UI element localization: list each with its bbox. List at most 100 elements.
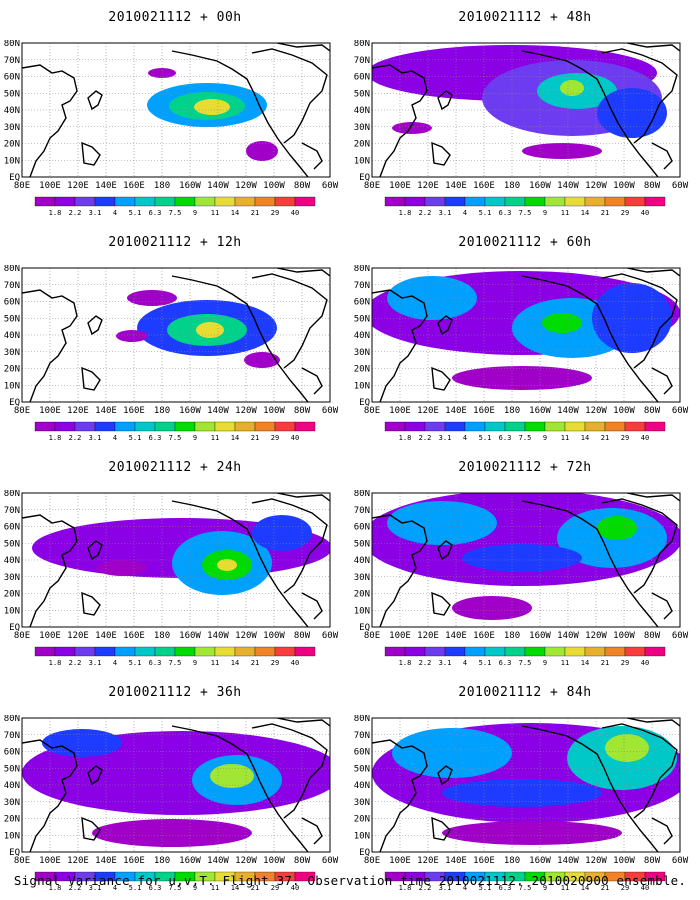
- lat-label: 10N: [354, 381, 370, 391]
- lat-label: 80N: [354, 265, 370, 274]
- lon-label: 120E: [417, 631, 439, 641]
- legend-swatch: [624, 421, 646, 432]
- coastline: [171, 275, 309, 402]
- legend-label: 7.5: [169, 209, 182, 217]
- lon-label: 120E: [417, 856, 439, 866]
- legend-swatch: [464, 421, 486, 432]
- lat-label: 60N: [354, 748, 370, 758]
- lon-label: 160W: [529, 406, 551, 416]
- lon-label: 80W: [294, 406, 311, 416]
- coastline: [651, 592, 673, 620]
- variance-contour: [92, 819, 252, 847]
- legend-swatch: [254, 421, 276, 432]
- legend-swatch: [404, 196, 426, 207]
- lon-label: 80W: [644, 631, 661, 641]
- coastline: [301, 817, 323, 845]
- lon-label: 140E: [445, 406, 467, 416]
- legend-label: 3.1: [439, 659, 452, 667]
- lat-label: 60N: [4, 523, 20, 533]
- lat-label: 30N: [354, 348, 370, 358]
- lat-label: 20N: [4, 815, 20, 825]
- lat-label: 30N: [4, 348, 20, 358]
- legend-label: 4: [113, 434, 117, 442]
- lon-label: 160E: [473, 631, 495, 641]
- legend-label: 9: [543, 209, 547, 217]
- lon-label: 60W: [322, 856, 339, 866]
- lon-label: 80E: [14, 631, 30, 641]
- legend-label: 14: [581, 884, 589, 892]
- coastline: [626, 268, 680, 277]
- legend-label: 4: [113, 659, 117, 667]
- lon-label: 180: [504, 856, 520, 866]
- lon-label: 160W: [529, 181, 551, 191]
- legend-label: 4: [463, 659, 467, 667]
- lon-label: 140E: [95, 181, 117, 191]
- legend-swatch: [154, 421, 176, 432]
- legend-swatch: [54, 646, 76, 657]
- legend-label: 40: [291, 209, 299, 217]
- coastline: [22, 739, 78, 852]
- legend-label: 3.1: [439, 884, 452, 892]
- lon-label: 60W: [672, 631, 689, 641]
- lat-label: 30N: [354, 798, 370, 808]
- legend-label: 4: [113, 884, 117, 892]
- lat-label: 40N: [4, 106, 20, 116]
- legend-label: 40: [291, 884, 299, 892]
- legend-swatch: [274, 646, 296, 657]
- legend-swatch: [254, 646, 276, 657]
- coastline: [651, 817, 673, 845]
- map-panel: 2010021112 + 48h 80N 70N 60N 50N 40N 30N 20N 10N…: [350, 0, 700, 225]
- lon-label: 180: [154, 631, 170, 641]
- legend-label: 5.1: [479, 884, 492, 892]
- legend-swatch: [234, 421, 256, 432]
- legend-swatch: [294, 646, 316, 657]
- lat-label: 50N: [4, 764, 20, 774]
- legend-label: 21: [601, 659, 609, 667]
- legend-swatch: [624, 646, 646, 657]
- lon-label: 140W: [207, 181, 229, 191]
- legend-label: 29: [271, 209, 279, 217]
- lat-label: EQ: [9, 848, 20, 858]
- lon-label: 120E: [67, 406, 89, 416]
- coastline: [276, 718, 330, 727]
- lat-label: 70N: [4, 506, 20, 516]
- lon-label: 60W: [672, 406, 689, 416]
- coastline: [437, 765, 453, 786]
- lat-label: 30N: [354, 123, 370, 133]
- legend-label: 6.3: [149, 434, 162, 442]
- legend-swatch: [484, 196, 506, 207]
- legend-label: 11: [561, 434, 569, 442]
- lat-label: EQ: [9, 623, 20, 633]
- lon-label: 100W: [613, 856, 635, 866]
- map-frame: [371, 717, 681, 853]
- lon-label: 140W: [207, 856, 229, 866]
- lat-label: 70N: [354, 506, 370, 516]
- legend-swatch: [34, 421, 56, 432]
- coastline: [81, 591, 101, 616]
- coastline: [251, 723, 328, 819]
- legend-label: 5.1: [479, 209, 492, 217]
- variance-contour: [605, 734, 649, 762]
- variance-contour: [217, 559, 237, 571]
- coastline: [431, 366, 451, 391]
- map-frame: [371, 267, 681, 403]
- lat-label: 60N: [354, 73, 370, 83]
- coastline: [22, 289, 78, 402]
- coastline: [431, 816, 451, 841]
- legend-label: 2.2: [69, 434, 82, 442]
- lat-label: 50N: [354, 89, 370, 99]
- legend-label: 21: [251, 884, 259, 892]
- legend-swatch: [154, 646, 176, 657]
- legend-swatch: [234, 646, 256, 657]
- legend-label: 11: [211, 659, 219, 667]
- coastline: [437, 90, 453, 111]
- map-frame: [371, 492, 681, 628]
- variance-contour: [597, 516, 637, 540]
- coastline: [626, 718, 680, 727]
- panel-title: 2010021112 + 36h: [108, 685, 242, 700]
- legend-swatch: [384, 421, 406, 432]
- legend-swatch: [294, 421, 316, 432]
